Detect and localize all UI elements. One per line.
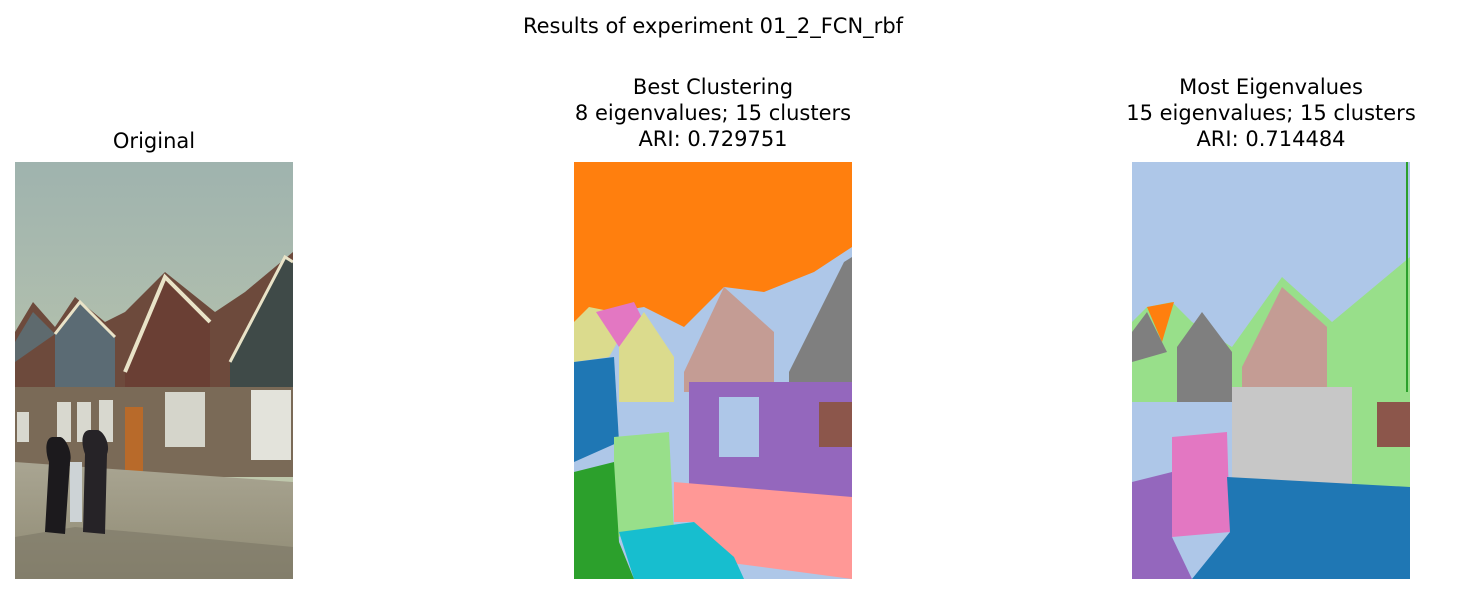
panel-title-line: ARI: 0.729751 <box>638 127 788 151</box>
gable-trim <box>228 254 293 363</box>
segment-gray <box>789 257 852 392</box>
window <box>99 400 113 442</box>
segment-light-blue <box>719 397 759 457</box>
panel-title-line: Original <box>112 129 196 153</box>
figure-suptitle: Results of experiment 01_2_FCN_rbf <box>522 14 904 38</box>
apron <box>70 462 82 522</box>
gable-trim <box>53 299 117 339</box>
road-shadow <box>15 527 293 579</box>
segment-salmon <box>674 482 852 579</box>
segment-green <box>574 462 634 579</box>
woman-right <box>82 430 109 534</box>
panel-title-original: Original <box>15 128 293 154</box>
red-house <box>125 277 210 402</box>
original-photo-svg <box>15 162 293 579</box>
segment-light-green <box>614 432 674 537</box>
segment-orange <box>1147 302 1174 342</box>
panel-title-line: Best Clustering <box>632 75 794 99</box>
window <box>251 390 291 460</box>
segment-pink <box>596 302 644 347</box>
panel-title-most-eigenvalues: Most Eigenvalues 15 eigenvalues; 15 clus… <box>1071 74 1458 152</box>
segmentation-best-clustering <box>574 162 852 579</box>
woman-left <box>45 437 71 534</box>
segment-gray <box>1132 312 1167 362</box>
door <box>125 407 143 472</box>
original-photo <box>15 162 293 579</box>
blue-house <box>55 302 115 402</box>
panel-title-best-clustering: Best Clustering 8 eigenvalues; 15 cluste… <box>513 74 913 152</box>
segment-brown <box>819 402 852 447</box>
segment-rosy <box>1242 287 1327 387</box>
segment-khaki <box>619 312 674 402</box>
segment-purple <box>1132 472 1192 579</box>
panel-title-line: ARI: 0.714484 <box>1196 127 1346 151</box>
segment-pink <box>1172 432 1230 537</box>
segmentation-most-eigenvalues <box>1132 162 1410 579</box>
segment-gray <box>1177 312 1232 402</box>
gable-trim <box>123 273 212 373</box>
segment-brown <box>1377 402 1410 447</box>
segment-light-gray <box>1232 387 1352 487</box>
segmentation-most-svg <box>1132 162 1410 579</box>
segment-blue <box>574 357 619 462</box>
segment-blue <box>1192 477 1410 579</box>
window <box>57 402 71 442</box>
segment-rosy <box>684 287 774 392</box>
dark-house <box>230 257 293 402</box>
segment-cyan <box>619 522 744 579</box>
left-gable <box>15 312 55 362</box>
panel-title-line: 15 eigenvalues; 15 clusters <box>1126 101 1416 125</box>
panel-title-line: 8 eigenvalues; 15 clusters <box>574 101 852 125</box>
segment-orange <box>574 162 852 327</box>
panel-title-line: Most Eigenvalues <box>1179 75 1363 99</box>
window <box>17 412 29 442</box>
segmentation-best-svg <box>574 162 852 579</box>
window <box>165 392 205 447</box>
